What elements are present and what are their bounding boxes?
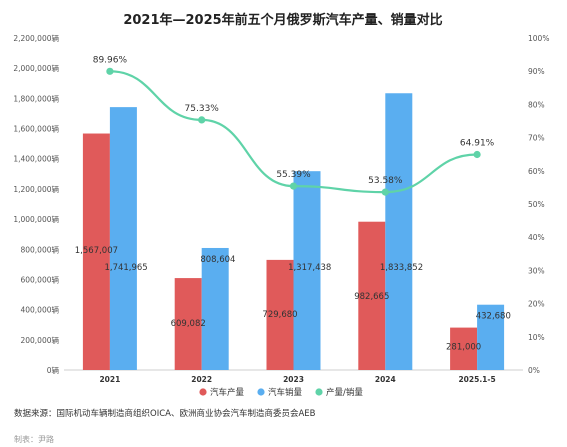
line-point — [381, 188, 389, 196]
legend-label: 汽车产量 — [210, 387, 245, 398]
data-source-note: 数据来源：国际机动车辆制造商组织OICA、欧洲商业协会汽车制造商委员会AEB — [14, 408, 316, 419]
bar-2025.1-5 — [450, 327, 478, 370]
bar-data-label: 432,680 — [476, 312, 511, 322]
line-point — [289, 182, 298, 190]
chart-title: 2021年—2025年前五个月俄罗斯汽车产量、销量对比 — [123, 12, 442, 28]
legend-marker — [257, 388, 265, 396]
y-left-tick-label: 1,000,000辆 — [13, 214, 59, 224]
y-left-tick-label: 1,800,000辆 — [13, 93, 59, 103]
bar-2023 — [266, 259, 294, 370]
y-left-tick-label: 1,200,000辆 — [13, 184, 59, 194]
y-left-tick-label: 2,200,000辆 — [13, 33, 59, 43]
line-data-label: 53.58% — [368, 176, 403, 186]
legend-marker — [199, 388, 207, 396]
bar-data-label: 1,833,852 — [380, 263, 423, 273]
bar-data-label: 1,741,965 — [104, 263, 147, 273]
legend-label: 产量/销量 — [326, 387, 363, 398]
y-right-tick-label: 100% — [528, 34, 549, 43]
bar-2021 — [109, 107, 137, 370]
y-left-tick-label: 400,000辆 — [20, 305, 59, 315]
bar-data-label: 281,000 — [446, 343, 481, 353]
bars-group — [82, 93, 505, 370]
legend: 汽车产量 汽车销量 产量/销量 — [199, 387, 363, 398]
line-point — [198, 116, 206, 124]
bar-data-label: 808,604 — [200, 255, 235, 265]
y-right-tick-label: 10% — [528, 333, 545, 342]
line-series-ratio — [109, 70, 478, 194]
bar-2024 — [385, 93, 413, 370]
line-point — [106, 67, 114, 75]
y-right-tick-label: 60% — [528, 167, 545, 176]
line-data-label: 64.91% — [460, 138, 495, 148]
line-data-label: 75.33% — [185, 104, 220, 114]
y-left-tick-label: 1,600,000辆 — [13, 124, 59, 134]
y-right-tick-label: 40% — [528, 233, 545, 242]
y-right-tick-label: 70% — [528, 134, 545, 143]
bar-data-label: 609,082 — [171, 319, 206, 329]
x-tick-label: 2021 — [99, 375, 120, 384]
bar-2021 — [82, 133, 110, 370]
axes-group: 0辆 200,000辆 400,000辆 600,000辆 800,000辆 1,000,… — [13, 33, 549, 384]
y-left-tick-label: 2,000,000辆 — [13, 63, 59, 73]
line-group — [106, 67, 481, 196]
credit-note: 制表：尹路 — [14, 434, 54, 444]
x-tick-label: 2023 — [283, 375, 304, 384]
y-left-tick-label: 600,000辆 — [20, 274, 59, 284]
y-left-tick-label: 200,000辆 — [20, 335, 59, 345]
bar-2024 — [358, 221, 386, 370]
legend-marker — [315, 388, 323, 396]
bar-2022 — [201, 247, 229, 370]
y-right-tick-label: 90% — [528, 67, 545, 76]
y-left-tick-label: 1,400,000辆 — [13, 154, 59, 164]
y-right-tick-label: 0% — [528, 366, 540, 375]
bar-data-label: 729,680 — [262, 310, 297, 320]
y-left-tick-label: 0辆 — [47, 365, 60, 375]
x-tick-label: 2022 — [191, 375, 212, 384]
bar-2022 — [174, 278, 202, 370]
y-right-tick-label: 20% — [528, 300, 545, 309]
legend-label: 汽车销量 — [268, 387, 303, 398]
data-labels-group: 1,567,007 609,082 729,680 982,665 281,000 1,7… — [75, 55, 511, 352]
x-tick-label: 2025.1-5 — [458, 375, 495, 384]
bar-2023 — [293, 171, 321, 370]
bar-2025.1-5 — [477, 304, 505, 370]
bar-data-label: 1,567,007 — [75, 246, 118, 256]
y-left-tick-label: 800,000辆 — [20, 244, 59, 254]
y-right-tick-label: 50% — [528, 200, 545, 209]
y-right-tick-label: 80% — [528, 100, 545, 109]
bar-data-label: 1,317,438 — [288, 263, 331, 273]
bar-data-label: 982,665 — [354, 292, 389, 302]
line-data-label: 89.96% — [93, 55, 128, 65]
y-right-tick-label: 30% — [528, 266, 545, 275]
line-data-label: 55.39% — [276, 170, 311, 180]
x-tick-label: 2024 — [375, 375, 396, 384]
line-point — [473, 150, 481, 159]
